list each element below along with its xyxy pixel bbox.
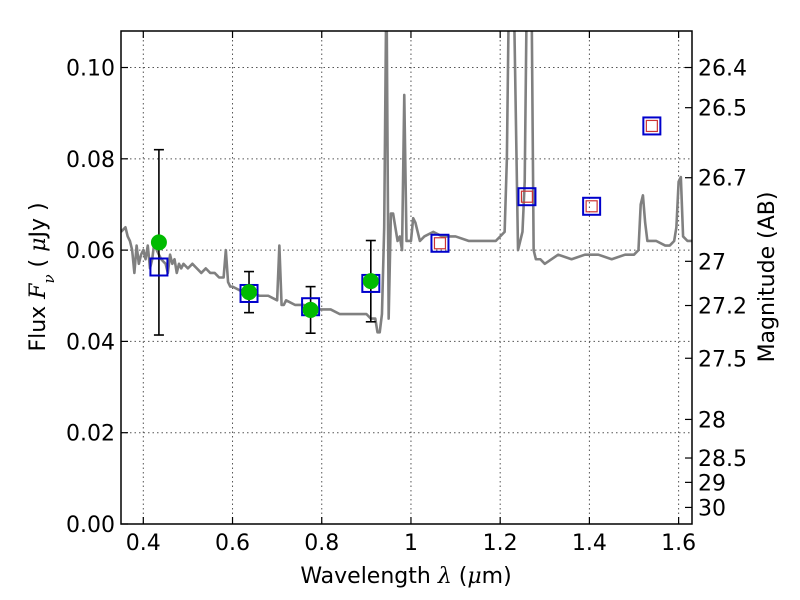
y-axis-label: Flux Fν ( μJy ) [26, 202, 58, 351]
y2-tick-label-7: 28.5 [698, 447, 747, 472]
x-tick-label-2: 0.8 [304, 531, 339, 556]
observed-photometry [150, 234, 379, 318]
y2-axis-label: Magnitude (AB) [755, 192, 780, 363]
observed-point-3 [362, 273, 379, 290]
y2-tick-label-9: 30 [698, 496, 726, 521]
y2-tick-label-6: 28 [698, 408, 726, 433]
observed-point-2 [302, 301, 319, 318]
x-tick-label-3: 1 [404, 531, 418, 556]
y2-tick-label-8: 29 [698, 471, 726, 496]
y2-tick-label-0: 26.4 [698, 57, 747, 82]
observed-point-1 [241, 284, 258, 301]
plot-background [121, 31, 692, 524]
y-tick-label-1: 0.02 [66, 422, 115, 447]
y-tick-label-4: 0.08 [66, 148, 115, 173]
x-tick-labels: 0.4 0.6 0.8 1 1.2 1.4 1.6 [126, 531, 696, 556]
observed-point-0 [150, 234, 167, 251]
plot-frame [120, 30, 693, 525]
x-tick-label-6: 1.6 [661, 531, 696, 556]
y2-tick-label-2: 26.7 [698, 167, 747, 192]
model-point-7 [642, 116, 662, 136]
model-point-6 [582, 196, 602, 216]
x-tick-label-4: 1.2 [483, 531, 518, 556]
y-tick-label-2: 0.04 [66, 330, 115, 355]
y-tick-label-5: 0.10 [66, 57, 115, 82]
model-point-4 [430, 233, 450, 253]
y2-tick-label-3: 27 [698, 250, 726, 275]
y2-tick-label-1: 26.5 [698, 97, 747, 122]
y2-tick-label-5: 27.5 [698, 347, 747, 372]
model-point-5 [517, 187, 537, 207]
y-tick-label-0: 0.00 [66, 513, 115, 538]
x-tick-label-1: 0.6 [215, 531, 250, 556]
spectrum-line [121, 31, 692, 334]
grid-lines [121, 31, 692, 525]
y-tick-labels: 0.00 0.02 0.04 0.06 0.08 0.10 [66, 57, 115, 538]
x-tick-label-0: 0.4 [126, 531, 161, 556]
model-spectrum [121, 31, 692, 334]
axis-ticks [121, 31, 692, 525]
y2-tick-label-4: 27.2 [698, 295, 747, 320]
model-point-0 [149, 257, 169, 277]
x-axis-label: Wavelength λ (μm) [300, 564, 511, 589]
y-tick-label-3: 0.06 [66, 239, 115, 264]
x-tick-label-5: 1.4 [572, 531, 607, 556]
